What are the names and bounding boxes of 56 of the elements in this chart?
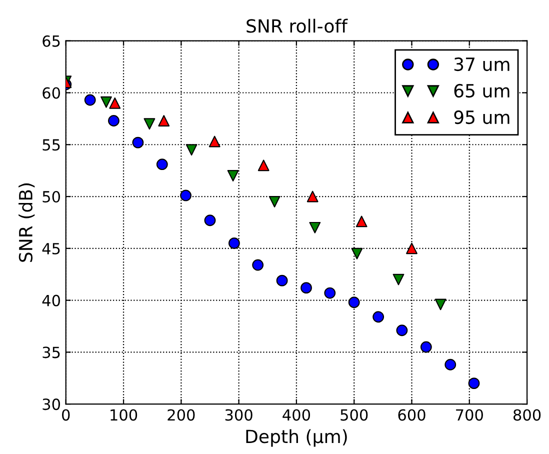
legend-label: 37 um bbox=[454, 57, 510, 72]
point bbox=[258, 160, 270, 172]
point bbox=[348, 296, 360, 308]
point bbox=[356, 216, 368, 228]
point bbox=[186, 144, 198, 156]
y-tick-label: 35 bbox=[42, 346, 60, 358]
y-tick-label: 30 bbox=[42, 398, 60, 410]
x-axis-title: Depth (μm) bbox=[246, 429, 347, 447]
point bbox=[468, 378, 480, 390]
y-tick-label: 60 bbox=[42, 87, 60, 99]
x-tick-label: 800 bbox=[513, 409, 541, 421]
point bbox=[228, 238, 240, 249]
point bbox=[396, 324, 408, 336]
point bbox=[351, 248, 363, 260]
y-tick-label: 65 bbox=[42, 35, 60, 47]
point bbox=[208, 136, 220, 148]
point bbox=[108, 115, 120, 126]
x-tick-label: 0 bbox=[62, 409, 70, 421]
point bbox=[180, 190, 192, 202]
point bbox=[156, 158, 168, 170]
point bbox=[100, 96, 112, 108]
x-tick-label: 500 bbox=[340, 409, 368, 421]
point bbox=[144, 118, 156, 130]
y-tick-label: 45 bbox=[42, 243, 60, 254]
point bbox=[324, 287, 336, 299]
y-tick-label: 55 bbox=[42, 139, 60, 151]
y-tick-label: 50 bbox=[42, 190, 60, 203]
point bbox=[158, 115, 170, 126]
point bbox=[420, 341, 432, 353]
point bbox=[252, 259, 264, 271]
x-tick-label: 700 bbox=[456, 409, 483, 421]
point bbox=[84, 94, 96, 106]
legend-label: 95 um bbox=[454, 110, 510, 124]
x-tick-label: 600 bbox=[398, 409, 426, 421]
point bbox=[300, 282, 312, 294]
point bbox=[276, 274, 288, 286]
point bbox=[444, 358, 456, 370]
point bbox=[406, 242, 418, 254]
x-tick-label: 300 bbox=[225, 409, 252, 421]
y-tick-label: 40 bbox=[42, 294, 60, 306]
point bbox=[132, 136, 144, 148]
x-tick-label: 400 bbox=[282, 409, 310, 421]
point bbox=[227, 170, 239, 182]
point bbox=[392, 274, 404, 286]
legend-label: 65 um bbox=[454, 84, 510, 98]
chart-title: SNR roll-off bbox=[246, 18, 348, 33]
y-axis-title: SNR (dB) bbox=[18, 183, 35, 262]
point bbox=[434, 298, 446, 310]
x-tick-label: 200 bbox=[168, 409, 195, 421]
point bbox=[268, 196, 280, 208]
point bbox=[109, 97, 121, 109]
point bbox=[204, 214, 216, 226]
point bbox=[372, 311, 384, 323]
point bbox=[309, 222, 321, 234]
x-tick-label: 100 bbox=[110, 409, 138, 421]
point bbox=[306, 190, 318, 202]
